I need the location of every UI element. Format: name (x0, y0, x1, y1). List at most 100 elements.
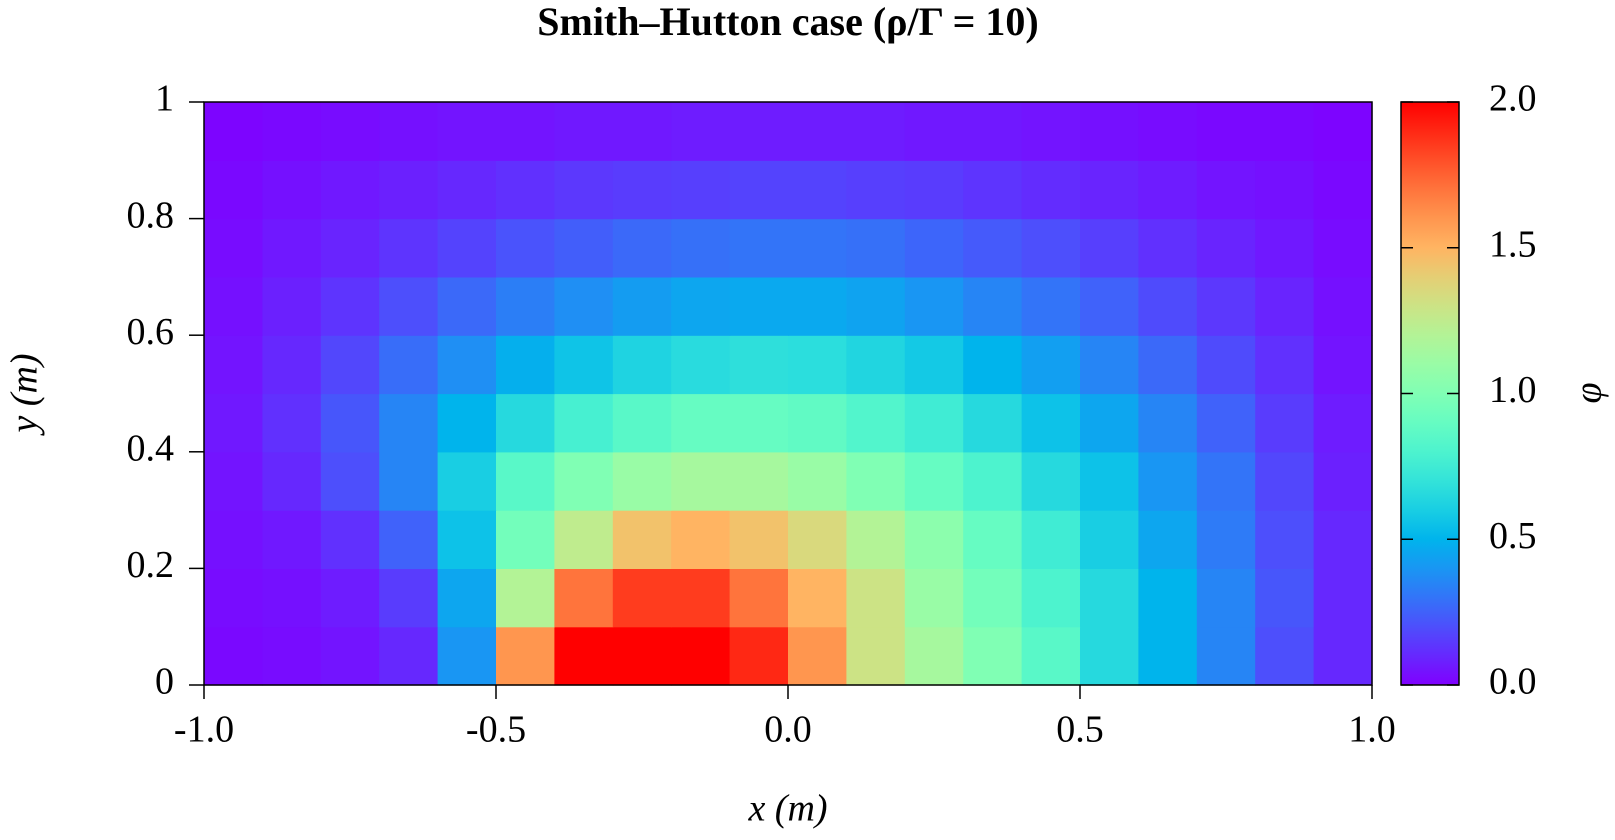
y-tick-label: 0.2 (127, 544, 175, 586)
heatmap-cell (1138, 626, 1198, 686)
heatmap-cell (963, 160, 1023, 220)
x-tick-label: -0.5 (466, 709, 526, 751)
x-tick-label: 1.0 (1348, 709, 1396, 751)
x-tick-label: -1.0 (174, 709, 234, 751)
heatmap-cell (204, 568, 263, 628)
heatmap-cell (320, 102, 380, 161)
heatmap-cell (554, 510, 614, 569)
heatmap-cell (788, 626, 847, 686)
heatmap-cell (612, 102, 672, 161)
heatmap-cell (437, 160, 497, 220)
heatmap-cell (379, 102, 439, 161)
heatmap-cell (729, 335, 789, 395)
heatmap-cell (1313, 568, 1373, 628)
heatmap-cell (262, 626, 322, 686)
heatmap-cell (671, 510, 731, 569)
heatmap-cell (262, 335, 322, 395)
heatmap-cell (1138, 451, 1198, 511)
heatmap-cell (496, 218, 555, 278)
heatmap-cell (729, 393, 789, 453)
heatmap-cell (729, 568, 789, 628)
x-axis-label: x (m) (747, 788, 827, 830)
heatmap-cell (379, 568, 439, 628)
heatmap-cell (1255, 335, 1315, 395)
heatmap-cell (1138, 102, 1198, 161)
heatmap-cell (963, 276, 1023, 336)
heatmap-cell (1313, 335, 1373, 395)
heatmap-cell (496, 510, 555, 569)
heatmap-cell (671, 626, 731, 686)
heatmap-cell (1196, 276, 1256, 336)
heatmap-cell (1021, 160, 1081, 220)
heatmap-cell (904, 218, 964, 278)
heatmap-cell (437, 626, 497, 686)
heatmap-cell (788, 510, 847, 569)
heatmap-cell (904, 393, 964, 453)
colorbar-tick-label: 2.0 (1489, 78, 1537, 120)
heatmap-cell (729, 510, 789, 569)
heatmap-cell (1021, 276, 1081, 336)
heatmap-cell (904, 335, 964, 395)
heatmap-cell (1196, 393, 1256, 453)
heatmap-cell (846, 626, 906, 686)
heatmap-cell (554, 626, 614, 686)
heatmap-cell (554, 393, 614, 453)
heatmap-cell (1080, 393, 1139, 453)
heatmap-cell (437, 393, 497, 453)
heatmap-cell (320, 276, 380, 336)
heatmap-cell (846, 510, 906, 569)
heatmap-cell (729, 451, 789, 511)
heatmap-cell (1138, 276, 1198, 336)
heatmap-cell (379, 335, 439, 395)
heatmap-cell (846, 335, 906, 395)
heatmap-cell (1255, 451, 1315, 511)
heatmap-cell (1138, 160, 1198, 220)
heatmap-cell (1196, 510, 1256, 569)
heatmap-cell (1138, 218, 1198, 278)
heatmap-cell (963, 218, 1023, 278)
heatmap-cell (437, 276, 497, 336)
heatmap-cell (612, 160, 672, 220)
heatmap-cell (379, 276, 439, 336)
heatmap-cell (1196, 451, 1256, 511)
heatmap-cell (554, 276, 614, 336)
heatmap-cell (262, 510, 322, 569)
heatmap-cell (788, 102, 847, 161)
heatmap-cell (612, 451, 672, 511)
heatmap-cell (1021, 102, 1081, 161)
heatmap-cell (1196, 102, 1256, 161)
heatmap-cell (320, 160, 380, 220)
heatmap-cell (204, 510, 263, 569)
heatmap-cell (204, 102, 263, 161)
heatmap-cell (262, 218, 322, 278)
heatmap-cell (262, 102, 322, 161)
heatmap-cell (963, 393, 1023, 453)
heatmap-cell (788, 218, 847, 278)
heatmap-cell (1080, 160, 1139, 220)
heatmap-cell (846, 160, 906, 220)
heatmap-cell (904, 276, 964, 336)
heatmap-cell (379, 451, 439, 511)
heatmap-cell (554, 335, 614, 395)
heatmap-cell (204, 160, 263, 220)
y-tick-label: 0.6 (127, 311, 175, 353)
heatmap-cell (320, 568, 380, 628)
heatmap-cell (204, 393, 263, 453)
heatmap-cell (379, 218, 439, 278)
heatmap-cell (846, 451, 906, 511)
heatmap-cell (1255, 102, 1315, 161)
heatmap-cell (262, 393, 322, 453)
heatmap-cell (496, 335, 555, 395)
heatmap-cell (963, 626, 1023, 686)
x-tick-label: 0.5 (1056, 709, 1104, 751)
heatmap-cell (320, 626, 380, 686)
heatmap-cell (1255, 160, 1315, 220)
heatmap-cell (1138, 568, 1198, 628)
heatmap-cell (204, 276, 263, 336)
heatmap-cell (1021, 510, 1081, 569)
heatmap-cell (1313, 393, 1373, 453)
heatmap-cell (496, 160, 555, 220)
heatmap-cell (963, 335, 1023, 395)
colorbar-tick-label: 1.5 (1489, 223, 1537, 265)
